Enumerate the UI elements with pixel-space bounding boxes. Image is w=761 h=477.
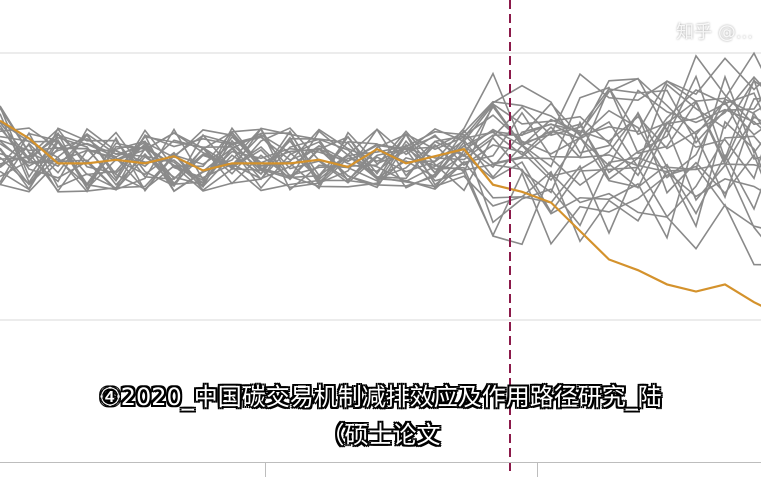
watermark: 知乎 @...	[676, 22, 753, 43]
treated-series-line	[0, 119, 761, 307]
placebo-series-line	[0, 74, 761, 191]
placebo-series-line	[0, 79, 761, 187]
placebo-series-line	[0, 86, 761, 190]
placebo-series-line	[0, 107, 761, 240]
bottom-table-strip	[0, 462, 761, 477]
caption-line-1: ④2020_中国碳交易机制减排效应及作用路径研究_陆	[99, 383, 662, 411]
placebo-series-line	[0, 120, 761, 189]
table-divider	[265, 463, 266, 477]
caption-line-2: （硕士论文	[320, 421, 441, 449]
table-divider	[537, 463, 538, 477]
placebo-series-line	[0, 136, 761, 246]
placebo-series-line	[0, 86, 761, 191]
placebo-series-line	[0, 120, 761, 229]
placebo-series-line	[0, 84, 761, 187]
